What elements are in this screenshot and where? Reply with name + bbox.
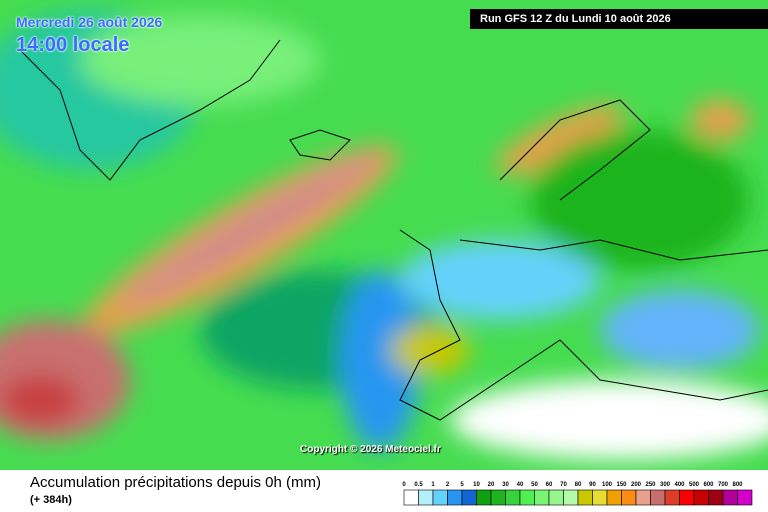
legend-swatch bbox=[722, 489, 738, 506]
legend-swatch bbox=[490, 489, 506, 506]
legend-swatch bbox=[563, 489, 579, 506]
legend-swatch bbox=[548, 489, 564, 506]
legend-swatch bbox=[432, 489, 448, 506]
time: 14:00 locale bbox=[16, 34, 130, 56]
legend-swatch bbox=[737, 489, 753, 506]
legend-swatch bbox=[693, 489, 709, 506]
legend-label: 90 bbox=[589, 482, 596, 488]
legend-label: 300 bbox=[660, 482, 671, 488]
legend-swatch bbox=[650, 489, 666, 506]
legend-label: 10 bbox=[473, 482, 480, 488]
precip-map bbox=[0, 0, 768, 470]
date: Mercredi 26 août 2026 bbox=[16, 14, 163, 30]
legend-label: 30 bbox=[502, 482, 509, 488]
legend-label: 80 bbox=[575, 482, 582, 488]
legend-label: 70 bbox=[560, 482, 567, 488]
copyright: Copyright © 2026 Meteociel.fr bbox=[300, 444, 441, 455]
legend-label: 500 bbox=[689, 482, 700, 488]
legend-swatch bbox=[534, 489, 550, 506]
legend-swatch bbox=[679, 489, 695, 506]
legend-swatch bbox=[418, 489, 434, 506]
legend-label: 20 bbox=[488, 482, 495, 488]
legend-swatch bbox=[403, 489, 419, 506]
legend-label: 800 bbox=[732, 482, 743, 488]
legend-label: 0.5 bbox=[414, 482, 423, 488]
legend-label: 60 bbox=[546, 482, 553, 488]
legend-swatch bbox=[664, 489, 680, 506]
footer-title: Accumulation précipitations depuis 0h (m… bbox=[30, 474, 321, 491]
legend-label: 100 bbox=[602, 482, 613, 488]
legend-swatch bbox=[577, 489, 593, 506]
legend-swatch bbox=[461, 489, 477, 506]
legend-label: 40 bbox=[517, 482, 524, 488]
legend-swatch bbox=[447, 489, 463, 506]
footer-subtitle: (+ 384h) bbox=[30, 494, 72, 506]
legend-label: 200 bbox=[631, 482, 642, 488]
legend-label: 700 bbox=[718, 482, 729, 488]
legend-label: 5 bbox=[460, 482, 464, 488]
legend-swatch bbox=[621, 489, 637, 506]
legend-swatch bbox=[606, 489, 622, 506]
legend-label: 50 bbox=[531, 482, 538, 488]
legend-label: 0 bbox=[402, 482, 406, 488]
legend-swatch bbox=[519, 489, 535, 506]
legend-swatch bbox=[476, 489, 492, 506]
legend-label: 250 bbox=[645, 482, 656, 488]
legend-label: 400 bbox=[674, 482, 685, 488]
legend-swatch bbox=[592, 489, 608, 506]
legend-label: 1 bbox=[431, 482, 435, 488]
legend-swatch bbox=[635, 489, 651, 506]
run-info: Run GFS 12 Z du Lundi 10 août 2026 bbox=[470, 9, 768, 29]
legend-label: 600 bbox=[703, 482, 714, 488]
legend-label: 150 bbox=[616, 482, 627, 488]
legend-swatch bbox=[708, 489, 724, 506]
legend-swatch bbox=[505, 489, 521, 506]
legend-label: 2 bbox=[446, 482, 450, 488]
